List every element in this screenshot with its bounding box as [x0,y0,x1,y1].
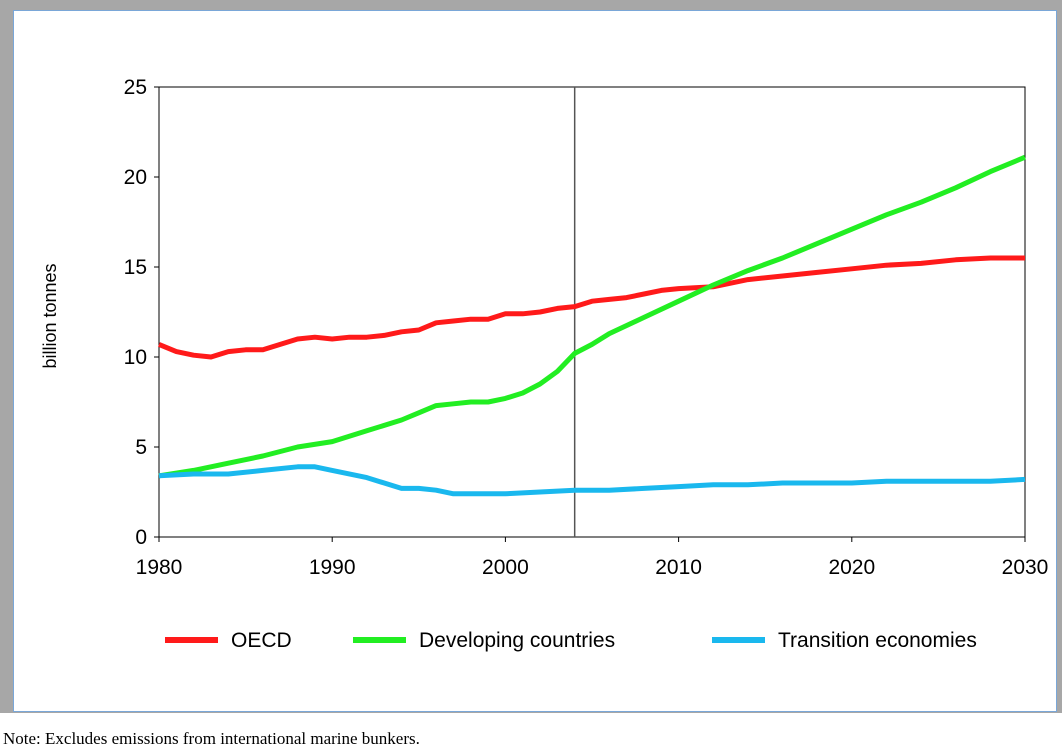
legend-label-oecd: OECD [231,629,292,652]
plot-border [158,86,1026,538]
x-tick-label: 1990 [309,556,356,579]
y-tick-label: 10 [124,346,147,369]
x-tick-label: 2030 [1002,556,1049,579]
plot-frame [158,86,1026,538]
y-tick-label: 0 [135,526,147,549]
x-tick-label: 2000 [482,556,529,579]
y-tick-label: 15 [124,256,147,279]
x-axis: 1980 1990 2000 2010 2020 2030 [136,537,1049,579]
y-tick-label: 25 [124,76,147,99]
x-tick-label: 2020 [828,556,875,579]
legend-label-transition-economies: Transition economies [778,629,977,652]
y-axis-label: billion tonnes [40,263,60,368]
series-line-transition-economies [158,464,1026,497]
line-chart: 0 5 10 15 20 25 1980 1990 2000 2010 2020 2030 bill… [40,76,1049,652]
series-line-developing-countries [158,154,1026,479]
series-line-oecd [158,255,1025,360]
chart-panel [13,10,1057,712]
y-axis: 0 5 10 15 20 25 [124,76,159,549]
x-tick-label: 2010 [655,556,702,579]
legend: OECD Developing countries Transition econo… [165,629,977,652]
x-tick-label: 1980 [136,556,183,579]
footnote: Note: Excludes emissions from internatio… [3,729,420,748]
note-area [0,713,1062,756]
series-lines [158,154,1026,497]
y-tick-label: 20 [124,166,147,189]
y-tick-label: 5 [135,436,147,459]
legend-label-developing-countries: Developing countries [419,629,615,652]
